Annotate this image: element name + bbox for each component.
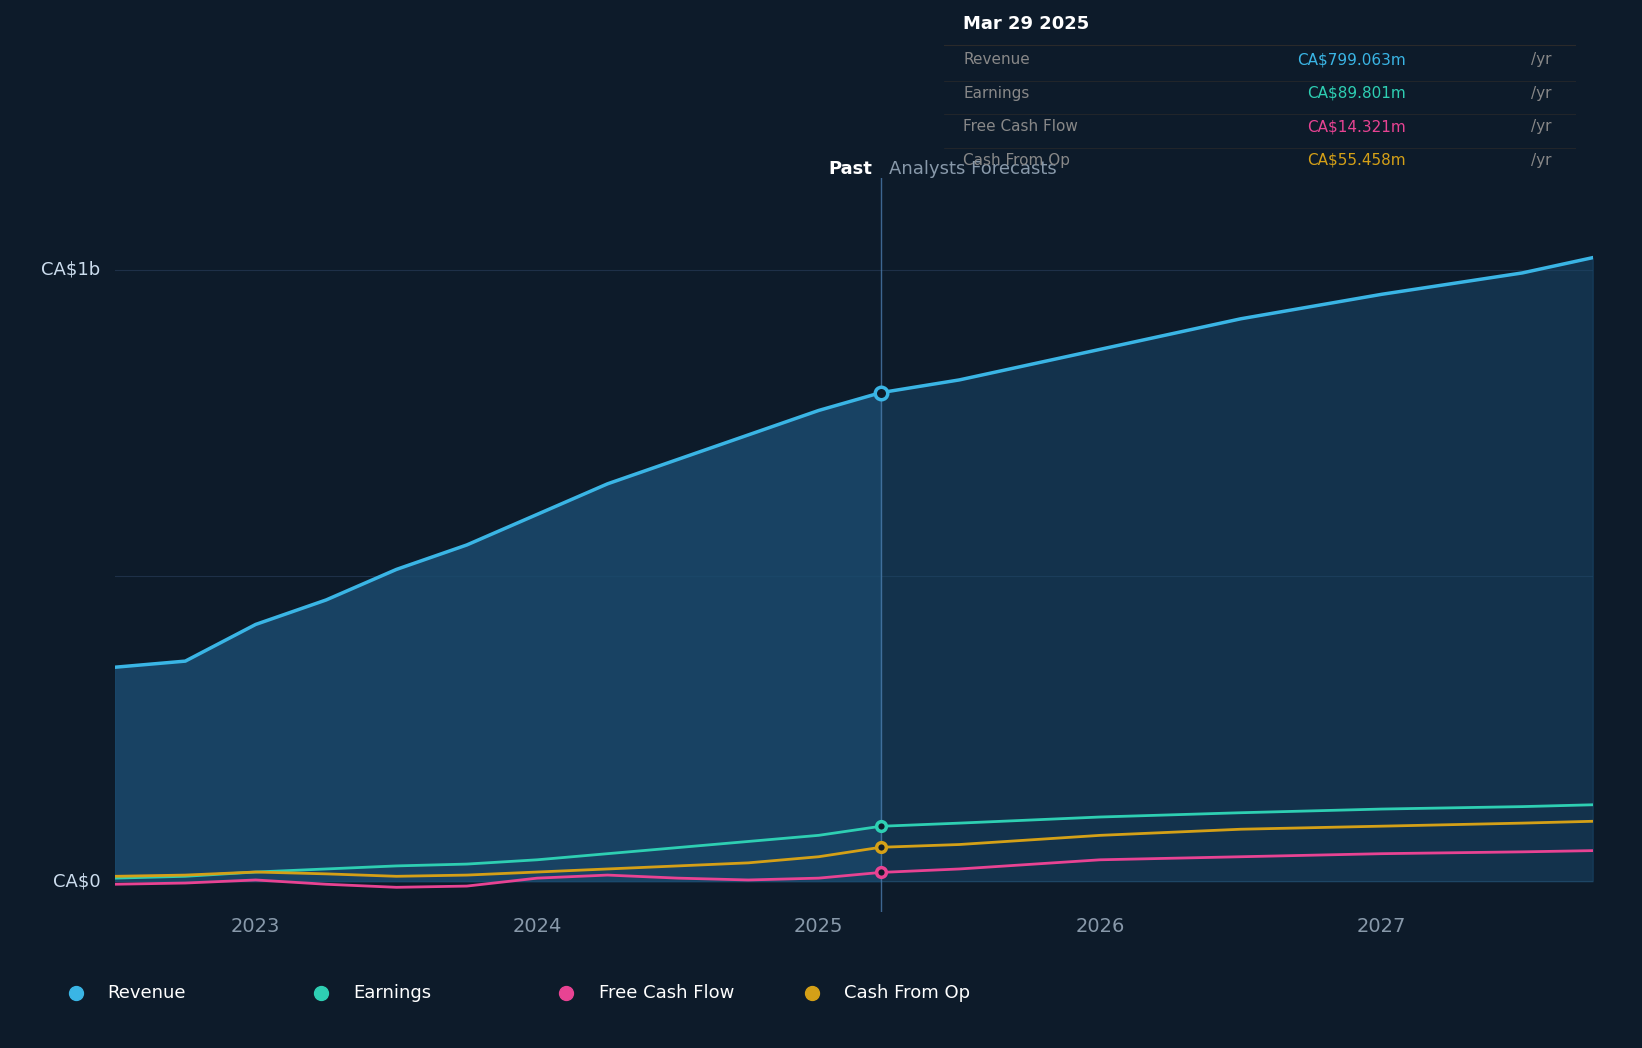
Text: CA$89.801m: CA$89.801m (1307, 86, 1406, 101)
Text: Free Cash Flow: Free Cash Flow (964, 119, 1079, 134)
Text: Revenue: Revenue (108, 984, 186, 1002)
Text: Past: Past (828, 160, 872, 178)
Text: /yr: /yr (1530, 119, 1552, 134)
Text: Cash From Op: Cash From Op (844, 984, 970, 1002)
Text: Revenue: Revenue (964, 52, 1030, 67)
Text: Analysts Forecasts: Analysts Forecasts (888, 160, 1057, 178)
Text: Cash From Op: Cash From Op (964, 153, 1071, 168)
Text: Earnings: Earnings (353, 984, 432, 1002)
Text: /yr: /yr (1530, 52, 1552, 67)
Text: CA$14.321m: CA$14.321m (1307, 119, 1406, 134)
Text: CA$1b: CA$1b (41, 261, 100, 279)
Text: CA$0: CA$0 (53, 872, 100, 890)
Text: /yr: /yr (1530, 86, 1552, 101)
Text: Earnings: Earnings (964, 86, 1030, 101)
Text: /yr: /yr (1530, 153, 1552, 168)
Text: Free Cash Flow: Free Cash Flow (599, 984, 734, 1002)
Text: CA$55.458m: CA$55.458m (1307, 153, 1406, 168)
Text: CA$799.063m: CA$799.063m (1297, 52, 1406, 67)
Text: Mar 29 2025: Mar 29 2025 (964, 16, 1089, 34)
